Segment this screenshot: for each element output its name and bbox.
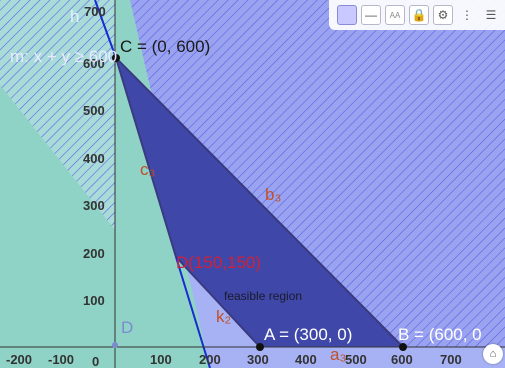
lower-band — [185, 260, 505, 368]
y-tick-500: 500 — [83, 103, 105, 118]
y-tick-200: 200 — [83, 246, 105, 261]
style-toolbar: — AA 🔒 ⚙ ⋮ ☰ — [329, 0, 505, 30]
line-k2[interactable] — [175, 256, 261, 348]
line-b3-label: b₃ — [265, 185, 281, 204]
point-a-label: A = (300, 0) — [264, 325, 352, 344]
x-tick-700: 700 — [440, 352, 462, 367]
style-bar-icon[interactable]: ☰ — [485, 8, 497, 22]
x-tick-0: 0 — [92, 354, 99, 368]
hatched-band-left-lines — [0, 0, 115, 230]
point-b[interactable] — [399, 343, 407, 351]
x-tick-500: 500 — [345, 352, 367, 367]
y-tick-700: 700 — [84, 4, 106, 19]
x-tick-300: 300 — [247, 352, 269, 367]
home-icon[interactable]: ⌂ — [483, 344, 503, 364]
line-a3-label: a₃ — [330, 345, 346, 364]
x-tick-neg100: -100 — [48, 352, 74, 367]
y-tick-600: 600 — [83, 56, 105, 71]
line-style-icon[interactable]: — — [361, 5, 381, 25]
x-tick-600: 600 — [391, 352, 413, 367]
point-c[interactable] — [112, 54, 120, 62]
axis-point-d-label: D — [121, 318, 133, 337]
line-h-label: h — [70, 7, 79, 26]
gear-icon[interactable]: ⚙ — [433, 5, 453, 25]
line-blue-steep[interactable] — [175, 256, 211, 368]
point-d-label: D(150,150) — [176, 253, 261, 272]
x-tick-200: 200 — [199, 352, 221, 367]
y-tick-400: 400 — [83, 151, 105, 166]
line-c3-label: c₃ — [140, 160, 155, 179]
x-tick-400: 400 — [295, 352, 317, 367]
point-b-label: B = (600, 0 — [398, 325, 482, 344]
text-style-icon[interactable]: AA — [385, 5, 405, 25]
line-c3[interactable] — [115, 57, 177, 258]
feasible-region-label: feasible region — [224, 289, 302, 303]
line-h-segment[interactable] — [94, 0, 117, 59]
point-d-axis[interactable] — [112, 342, 118, 348]
point-a[interactable] — [256, 343, 264, 351]
color-swatch-icon[interactable] — [337, 5, 357, 25]
line-b3[interactable] — [115, 57, 404, 348]
lock-icon[interactable]: 🔒 — [409, 5, 429, 25]
y-tick-100: 100 — [83, 293, 105, 308]
y-tick-300: 300 — [83, 198, 105, 213]
line-k2-label: k₂ — [216, 307, 231, 326]
point-c-label: C = (0, 600) — [120, 37, 210, 56]
x-tick-neg200: -200 — [6, 352, 32, 367]
x-tick-100: 100 — [150, 352, 172, 367]
line-m-label: m: x + y ≥ 600 — [10, 47, 117, 66]
more-vertical-icon[interactable]: ⋮ — [461, 8, 473, 22]
